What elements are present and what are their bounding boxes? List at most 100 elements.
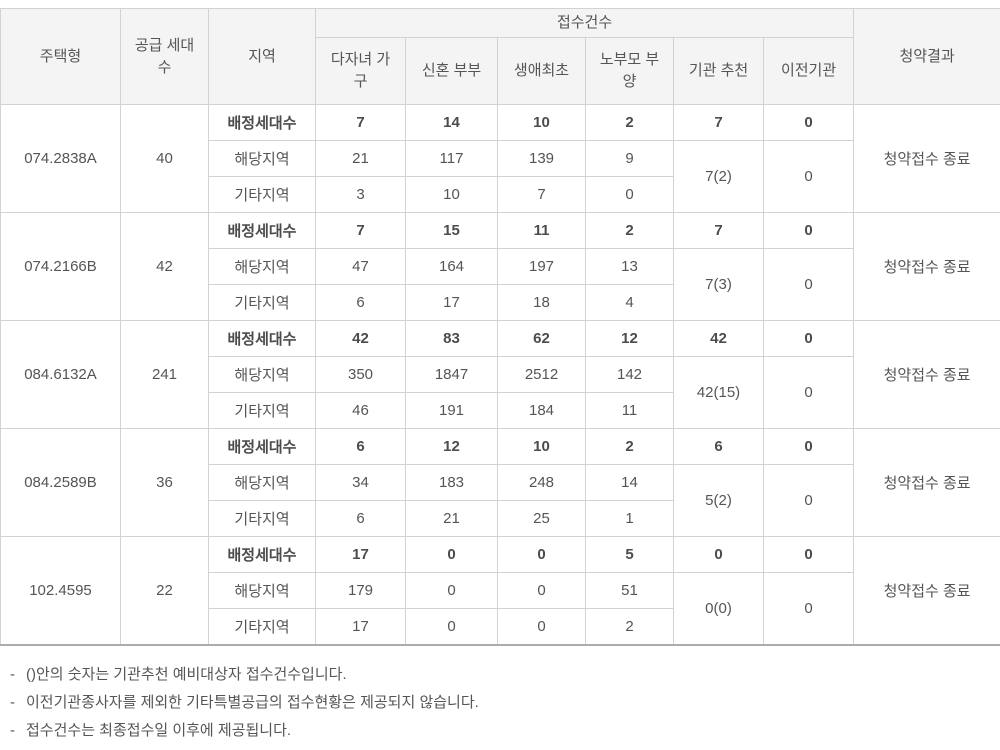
cell-housing-type: 074.2166B (0, 212, 121, 321)
cell-org-recommend-merged: 7(3) (673, 248, 764, 321)
table-row-assigned: 084.6132A 241 배정세대수 42 83 62 12 42 0 청약접… (0, 320, 1000, 429)
cell-assigned-newlywed: 83 (405, 320, 498, 357)
header-elderly-parent: 노부모 부 양 (585, 37, 674, 105)
header-multichild: 다자녀 가 구 (315, 37, 406, 105)
cell-local-newlywed: 183 (405, 464, 498, 501)
cell-local-multichild: 34 (315, 464, 406, 501)
cell-row-label: 배정세대수 (208, 212, 316, 249)
cell-other-first-time: 18 (497, 284, 586, 321)
cell-supply-units: 22 (120, 536, 209, 645)
header-org-recommend: 기관 추천 (673, 37, 764, 105)
cell-housing-type: 074.2838A (0, 104, 121, 213)
cell-other-first-time: 0 (497, 608, 586, 645)
cell-other-newlywed: 17 (405, 284, 498, 321)
cell-row-label: 배정세대수 (208, 536, 316, 573)
table-row-assigned: 084.2589B 36 배정세대수 6 12 10 2 6 0 청약접수 종료 (0, 428, 1000, 537)
header-supply-units: 공급 세대 수 (120, 8, 209, 105)
cell-assigned-first-time: 10 (497, 428, 586, 465)
cell-local-elderly: 142 (585, 356, 674, 393)
cell-assigned-transfer: 0 (762, 428, 855, 465)
table-header: 주택형 공급 세대 수 지역 접수건수 청약결과 다자녀 가 구 신혼 부부 생… (0, 8, 1000, 105)
cell-row-label: 기타지역 (208, 284, 316, 321)
cell-other-newlywed: 0 (405, 608, 498, 645)
cell-transfer-merged: 0 (762, 356, 855, 429)
cell-row-label: 배정세대수 (208, 104, 316, 141)
cell-row-label: 기타지역 (208, 608, 316, 645)
cell-transfer-merged: 0 (762, 464, 855, 537)
cell-other-multichild: 3 (315, 176, 406, 213)
cell-local-first-time: 0 (497, 572, 586, 609)
cell-assigned-first-time: 62 (497, 320, 586, 357)
cell-subscription-result: 청약접수 종료 (853, 212, 1000, 321)
cell-other-newlywed: 21 (405, 500, 498, 537)
cell-local-newlywed: 117 (405, 140, 498, 177)
cell-assigned-multichild: 17 (315, 536, 406, 573)
cell-local-first-time: 197 (497, 248, 586, 285)
cell-local-first-time: 2512 (497, 356, 586, 393)
cell-assigned-elderly: 2 (585, 428, 674, 465)
cell-transfer-merged: 0 (762, 140, 855, 213)
cell-row-label: 기타지역 (208, 392, 316, 429)
cell-other-multichild: 17 (315, 608, 406, 645)
cell-supply-units: 241 (120, 320, 209, 429)
table-row-other: 기타지역 17 0 0 2 (1, 608, 1000, 645)
cell-row-label: 배정세대수 (208, 320, 316, 357)
cell-other-elderly: 0 (585, 176, 674, 213)
footnote-text: ()안의 숫자는 기관추천 예비대상자 접수건수입니다. (26, 665, 347, 683)
cell-row-label: 해당지역 (208, 356, 316, 393)
cell-supply-units: 40 (120, 104, 209, 213)
cell-org-recommend-merged: 7(2) (673, 140, 764, 213)
footnote: - 이전기관종사자를 제외한 기타특별공급의 접수현황은 제공되지 않습니다. (10, 689, 1000, 717)
table-row-other: 기타지역 6 21 25 1 (1, 500, 1000, 537)
cell-assigned-transfer: 0 (762, 104, 855, 141)
cell-row-label: 해당지역 (208, 464, 316, 501)
cell-local-multichild: 179 (315, 572, 406, 609)
cell-assigned-transfer: 0 (762, 536, 855, 573)
subscription-results-table: 주택형 공급 세대 수 지역 접수건수 청약결과 다자녀 가 구 신혼 부부 생… (0, 8, 1000, 646)
cell-local-elderly: 14 (585, 464, 674, 501)
cell-other-elderly: 4 (585, 284, 674, 321)
cell-subscription-result: 청약접수 종료 (853, 320, 1000, 429)
cell-assigned-elderly: 12 (585, 320, 674, 357)
cell-local-multichild: 21 (315, 140, 406, 177)
cell-housing-type: 084.2589B (0, 428, 121, 537)
table-row-local: 해당지역 47 164 197 13 7(3) 0 (1, 248, 1000, 321)
cell-local-elderly: 51 (585, 572, 674, 609)
table-row-local: 해당지역 34 183 248 14 5(2) 0 (1, 464, 1000, 537)
cell-row-label: 기타지역 (208, 176, 316, 213)
footnote: - ()안의 숫자는 기관추천 예비대상자 접수건수입니다. (10, 661, 1000, 689)
cell-transfer-merged: 0 (762, 248, 855, 321)
cell-local-elderly: 13 (585, 248, 674, 285)
cell-row-label: 해당지역 (208, 248, 316, 285)
table-row-local: 해당지역 179 0 0 51 0(0) 0 (1, 572, 1000, 645)
cell-assigned-newlywed: 14 (405, 104, 498, 141)
header-row-sub: 다자녀 가 구 신혼 부부 생애최초 노부모 부 양 기관 추천 이전기관 (1, 37, 1000, 105)
cell-assigned-org: 7 (673, 104, 764, 141)
cell-assigned-multichild: 7 (315, 212, 406, 249)
cell-assigned-multichild: 42 (315, 320, 406, 357)
header-row-group: 주택형 공급 세대 수 지역 접수건수 청약결과 (0, 8, 1000, 105)
cell-assigned-org: 6 (673, 428, 764, 465)
cell-other-newlywed: 10 (405, 176, 498, 213)
cell-assigned-transfer: 0 (762, 212, 855, 249)
header-first-time: 생애최초 (497, 37, 586, 105)
cell-subscription-result: 청약접수 종료 (853, 536, 1000, 645)
cell-supply-units: 42 (120, 212, 209, 321)
cell-assigned-multichild: 6 (315, 428, 406, 465)
cell-assigned-first-time: 11 (497, 212, 586, 249)
table-row-other: 기타지역 3 10 7 0 (1, 176, 1000, 213)
cell-subscription-result: 청약접수 종료 (853, 428, 1000, 537)
footnote-text: 접수건수는 최종접수일 이후에 제공됩니다. (26, 721, 292, 739)
cell-other-first-time: 25 (497, 500, 586, 537)
cell-other-multichild: 46 (315, 392, 406, 429)
cell-row-label: 해당지역 (208, 140, 316, 177)
cell-assigned-newlywed: 12 (405, 428, 498, 465)
table-row-assigned: 102.4595 22 배정세대수 17 0 0 5 0 0 청약접수 종료 (0, 536, 1000, 645)
cell-housing-type: 084.6132A (0, 320, 121, 429)
table-row-other: 기타지역 6 17 18 4 (1, 284, 1000, 321)
cell-other-elderly: 11 (585, 392, 674, 429)
cell-assigned-first-time: 0 (497, 536, 586, 573)
cell-org-recommend-merged: 42(15) (673, 356, 764, 429)
cell-row-label: 배정세대수 (208, 428, 316, 465)
cell-assigned-transfer: 0 (762, 320, 855, 357)
